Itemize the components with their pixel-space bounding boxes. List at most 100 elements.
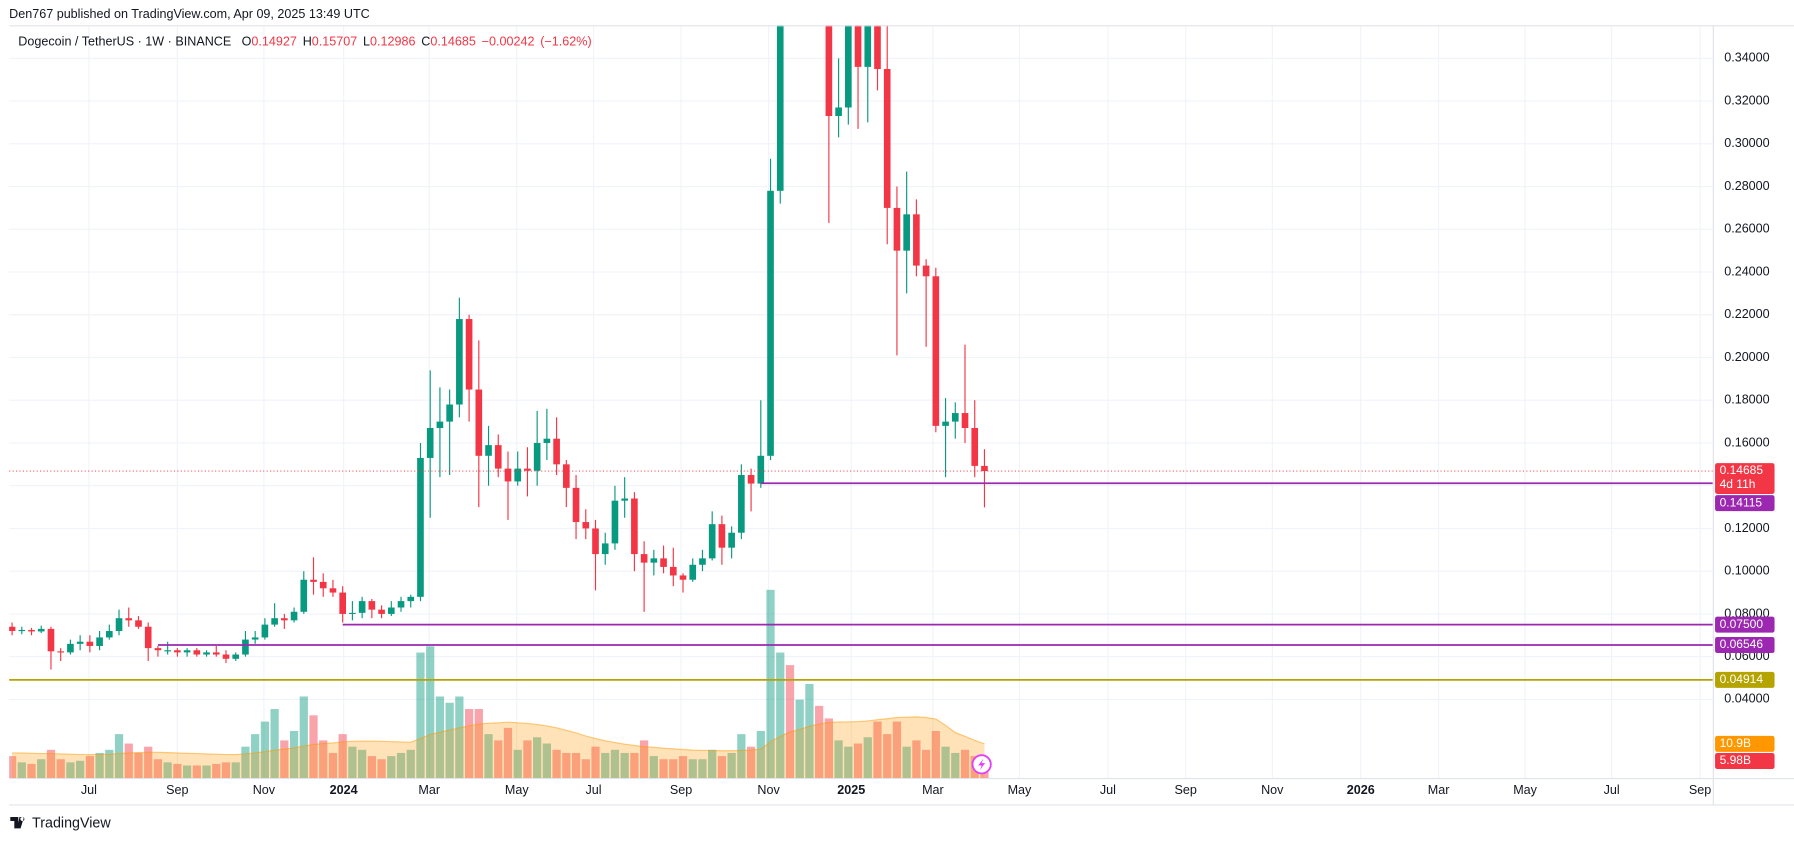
- volume-bar: [76, 760, 85, 779]
- candle-body: [864, 25, 872, 67]
- volume-bar: [873, 721, 882, 779]
- y-tick-label: 0.30000: [1724, 136, 1769, 150]
- candle-body: [28, 629, 35, 632]
- candle-body: [281, 618, 288, 621]
- candle-body: [893, 207, 901, 251]
- candle-body: [951, 413, 959, 422]
- candle-body: [426, 428, 434, 458]
- x-tick-label: Nov: [757, 783, 780, 797]
- volume-bar: [241, 746, 250, 779]
- candles: [9, 25, 988, 670]
- candle-body: [767, 190, 774, 456]
- x-tick-label: Mar: [1428, 783, 1450, 797]
- icon-bolt: [978, 758, 986, 771]
- volume-pane: [9, 589, 989, 779]
- volume-bar: [630, 752, 639, 779]
- candle-body: [514, 468, 522, 482]
- y-tick-label: 0.10000: [1724, 564, 1769, 578]
- volume-bar: [289, 730, 299, 779]
- volume-bar: [66, 762, 75, 779]
- candle-body: [125, 618, 133, 621]
- x-tick-label: Nov: [1261, 783, 1284, 797]
- volume-bar: [396, 752, 406, 779]
- candle-body: [776, 25, 784, 191]
- candle-body: [572, 487, 580, 523]
- candle-body: [650, 558, 658, 563]
- candle-body: [387, 607, 395, 614]
- level-label: 0.04914: [1720, 672, 1764, 686]
- candle-body: [397, 601, 405, 608]
- candle-body: [757, 455, 765, 484]
- brand-name: TradingView: [32, 816, 111, 832]
- volume-bar: [309, 715, 318, 779]
- volume-bar: [358, 749, 367, 779]
- volume-label-box: [1715, 753, 1775, 770]
- candle-body: [689, 564, 697, 580]
- candle-body: [981, 465, 988, 472]
- candle-body: [446, 404, 453, 422]
- level-label-box: [1715, 671, 1775, 688]
- level-label: 0.06546: [1720, 637, 1764, 651]
- volume-bar: [951, 752, 960, 779]
- last-price-label-box: [1715, 463, 1775, 494]
- x-tick-label: May: [505, 783, 529, 797]
- volume-bar: [533, 737, 542, 779]
- volume-bar: [212, 763, 221, 779]
- volume-bar: [37, 759, 46, 779]
- candle-body: [174, 650, 181, 653]
- candle-body: [57, 651, 65, 653]
- y-tick-label: 0.20000: [1724, 350, 1769, 364]
- volume-bar: [659, 759, 668, 779]
- volume-bar: [416, 652, 425, 779]
- volume-bar: [426, 646, 435, 779]
- x-tick-label: Sep: [1689, 783, 1711, 797]
- volume-bar: [202, 765, 211, 779]
- y-tick-label: 0.32000: [1724, 93, 1769, 107]
- replay-icon[interactable]: [971, 754, 992, 775]
- volume-bar: [192, 765, 201, 779]
- published-note: Den767 published on TradingView.com, Apr…: [9, 7, 370, 21]
- candle-body: [874, 25, 881, 70]
- candle-body: [582, 522, 590, 529]
- volume-bar: [717, 756, 727, 779]
- volume-bar: [85, 756, 94, 779]
- candle-body: [251, 637, 259, 640]
- brand: TradingView: [10, 816, 111, 832]
- volume-bar: [163, 762, 172, 779]
- volume-ma-label-box: [1715, 735, 1775, 752]
- candle-body: [922, 265, 930, 277]
- candle-body: [883, 69, 891, 208]
- candle-body: [436, 421, 444, 429]
- volume-bar: [9, 756, 17, 779]
- candle-body: [183, 650, 191, 653]
- level-label-box: [1715, 636, 1775, 654]
- x-tick-label: Jul: [1100, 783, 1116, 797]
- volume-bar: [56, 759, 65, 779]
- volume-bar: [892, 721, 902, 779]
- candle-body: [368, 601, 376, 610]
- volume-bar: [912, 740, 921, 779]
- volume-bar: [221, 762, 231, 779]
- volume-bar: [815, 705, 824, 779]
- volume-bar: [552, 749, 561, 779]
- x-tick-label: Mar: [418, 783, 440, 797]
- volume-bar: [17, 762, 26, 779]
- candle-body: [631, 498, 638, 555]
- volume-bar: [328, 752, 338, 779]
- volume-bar: [124, 743, 133, 779]
- candle-body: [47, 628, 55, 652]
- candle-body: [212, 652, 220, 655]
- ohlc-value: 0.12986: [370, 35, 415, 49]
- last-price-label: 4d 11h: [1720, 477, 1756, 491]
- candle-body: [465, 319, 473, 390]
- candle-body: [854, 25, 862, 67]
- axes: 0.040000.060000.080000.100000.120000.140…: [81, 51, 1775, 797]
- candle-body: [300, 579, 308, 612]
- volume-bar: [455, 696, 464, 779]
- volume-bar: [153, 759, 163, 779]
- volume-ma-line: [12, 716, 985, 756]
- volume-bar: [601, 752, 610, 779]
- candle-body: [144, 626, 152, 649]
- volume-bar: [620, 752, 629, 779]
